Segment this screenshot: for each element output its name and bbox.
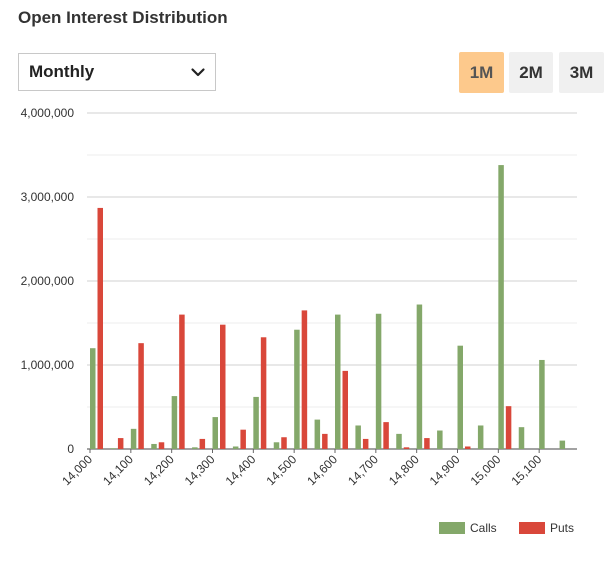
bar-puts-15000 <box>505 406 512 449</box>
chart-legend: Calls Puts <box>439 521 574 535</box>
bar-puts-14700 <box>383 422 389 449</box>
x-tick-label: 15,000 <box>468 452 504 488</box>
range-button-1m[interactable]: 1M <box>459 52 504 93</box>
bar-puts-14100 <box>138 343 144 449</box>
period-select[interactable]: Monthly <box>18 53 216 91</box>
x-tick-label: 14,100 <box>100 452 136 488</box>
bar-puts-14200 <box>179 314 185 449</box>
bar-puts-14900 <box>465 446 471 449</box>
x-tick-label: 14,300 <box>182 452 218 488</box>
y-tick-label: 4,000,000 <box>21 106 75 120</box>
y-tick-label: 2,000,000 <box>21 274 75 288</box>
legend-label-calls: Calls <box>470 521 497 535</box>
y-tick-label: 1,000,000 <box>21 358 75 372</box>
bar-calls-14300 <box>212 417 218 449</box>
bar-calls-14800 <box>416 304 423 449</box>
bar-calls-14700 <box>375 313 382 449</box>
bar-calls-14000 <box>90 348 96 449</box>
bar-puts-14000 <box>97 207 103 449</box>
bar-puts-14400 <box>260 337 267 449</box>
bar-puts-14150 <box>158 442 165 449</box>
bar-calls-14100 <box>130 428 137 449</box>
bar-calls-14950 <box>477 425 484 449</box>
bar-calls-14050 <box>110 448 116 449</box>
bar-calls-14900 <box>457 345 463 449</box>
bar-puts-14500 <box>301 310 308 449</box>
bar-puts-14250 <box>199 438 206 449</box>
bar-calls-14600 <box>335 314 341 449</box>
bar-puts-14450 <box>281 437 287 449</box>
bar-puts-14350 <box>240 429 246 449</box>
chart-grid <box>87 112 577 450</box>
bar-puts-14550 <box>322 433 328 449</box>
bar-calls-14750 <box>396 433 402 449</box>
chevron-down-icon <box>191 68 205 77</box>
bar-calls-15150 <box>559 440 566 449</box>
bar-calls-14400 <box>253 396 259 449</box>
bar-puts-14650 <box>362 438 369 449</box>
bar-calls-14350 <box>232 446 239 449</box>
x-tick-label: 14,700 <box>345 452 381 488</box>
bar-puts-14300 <box>220 324 226 449</box>
legend-swatch-calls <box>439 522 465 534</box>
legend-label-puts: Puts <box>550 521 574 535</box>
bar-calls-15100 <box>539 359 545 449</box>
bar-calls-14500 <box>294 329 300 449</box>
period-select-value: Monthly <box>29 62 95 81</box>
bar-calls-15050 <box>518 427 525 449</box>
chart-bars <box>90 165 566 449</box>
bar-calls-14150 <box>151 443 157 449</box>
bar-calls-14650 <box>355 425 361 449</box>
bar-calls-14200 <box>171 396 178 449</box>
range-button-3m[interactable]: 3M <box>559 52 604 93</box>
x-tick-label: 15,100 <box>508 452 544 488</box>
bar-calls-14250 <box>192 447 198 449</box>
y-tick-label: 0 <box>67 442 74 456</box>
bar-puts-14800 <box>424 438 430 449</box>
x-tick-label: 14,400 <box>223 452 259 488</box>
y-tick-label: 3,000,000 <box>21 190 75 204</box>
bar-puts-14750 <box>403 447 410 449</box>
bar-puts-14600 <box>342 370 348 449</box>
x-tick-label: 14,600 <box>304 452 340 488</box>
x-tick-label: 14,200 <box>141 452 177 488</box>
range-button-2m[interactable]: 2M <box>509 52 553 93</box>
x-tick-label: 14,000 <box>59 452 95 488</box>
x-tick-label: 14,500 <box>263 452 299 488</box>
bar-puts-14050 <box>117 438 124 449</box>
bar-calls-14550 <box>314 419 321 449</box>
bar-calls-14850 <box>437 430 443 449</box>
x-tick-label: 14,800 <box>386 452 422 488</box>
bar-calls-14450 <box>273 442 280 449</box>
bar-calls-15000 <box>498 165 504 449</box>
page-title: Open Interest Distribution <box>18 8 228 27</box>
legend-swatch-puts <box>519 522 545 534</box>
x-tick-label: 14,900 <box>427 452 463 488</box>
